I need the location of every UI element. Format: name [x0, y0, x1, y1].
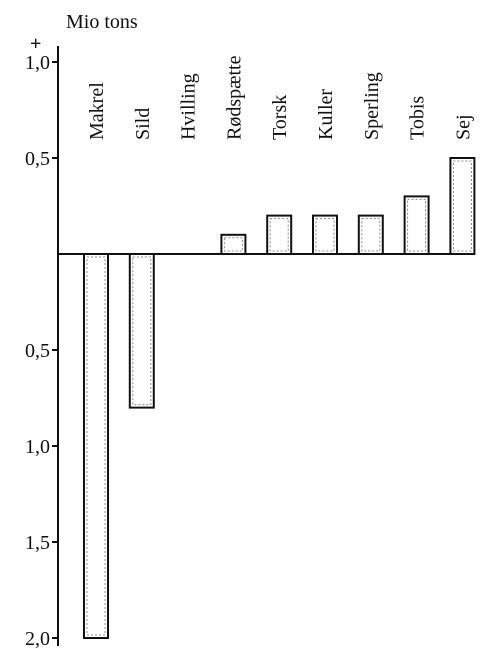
bar-hatch	[223, 237, 243, 252]
category-label: Torsk	[269, 95, 291, 140]
bar	[266, 214, 293, 256]
bar-hatch	[86, 256, 106, 636]
category-labels: Makrel Sild Hvilling Rødspætte Torsk Kuller Sp…	[86, 55, 474, 140]
bar	[128, 253, 155, 409]
bar-hatch	[407, 198, 427, 252]
bars	[83, 157, 476, 639]
bar	[357, 214, 384, 256]
bar-hatch	[452, 160, 472, 252]
bar	[83, 253, 109, 639]
bar	[312, 214, 338, 256]
y-tick-label: 0,5	[25, 340, 50, 362]
bar	[449, 157, 476, 255]
category-label: Tobis	[407, 96, 429, 140]
bar-hatch	[315, 218, 335, 252]
y-tick-label: 1,5	[25, 532, 50, 554]
category-label: Kuller	[315, 89, 337, 140]
y-tick-label: 1,0	[25, 52, 50, 74]
y-ticks: 1,0 0,5 0,5 1,0 1,5 2,0	[25, 52, 58, 649]
category-label: Hvilling	[178, 73, 200, 140]
y-tick-label: 2,0	[25, 628, 50, 649]
category-label: Rødspætte	[223, 55, 245, 140]
y-tick-label: 1,0	[25, 436, 50, 458]
bar-hatch	[132, 256, 152, 406]
category-label: Sperling	[361, 72, 383, 140]
y-tick-label: 0,5	[25, 148, 50, 170]
unit-label: Mio tons	[66, 11, 138, 33]
bar	[403, 195, 430, 255]
bar-hatch	[361, 218, 381, 252]
category-label: Makrel	[86, 82, 108, 140]
plus-sign: +	[30, 33, 41, 55]
bar	[220, 233, 247, 256]
bar-hatch	[269, 218, 289, 252]
category-label: Sej	[452, 114, 474, 140]
category-label: Sild	[132, 108, 154, 140]
